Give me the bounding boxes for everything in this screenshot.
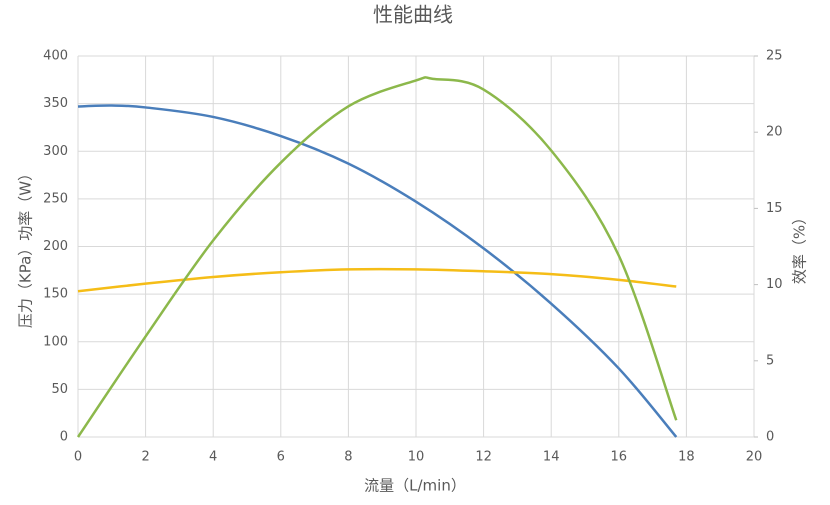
y2-tick-label: 5 xyxy=(766,353,774,368)
x-tick-label: 20 xyxy=(746,450,763,465)
x-tick-label: 10 xyxy=(408,450,425,465)
y2-tick-label: 25 xyxy=(766,49,783,64)
y-axis-title: 压力（KPa）功率（W） xyxy=(17,166,35,328)
y-tick-label: 50 xyxy=(51,382,68,397)
y2-tick-label: 10 xyxy=(766,277,783,292)
x-axis-title: 流量（L/min） xyxy=(364,477,466,495)
y2-tick-label: 15 xyxy=(766,201,783,216)
line-series xyxy=(77,267,677,293)
y-tick-label: 150 xyxy=(43,287,68,302)
x-tick-label: 6 xyxy=(277,450,285,465)
line-series xyxy=(76,76,678,438)
y2-tick-label: 20 xyxy=(766,125,783,140)
line-series xyxy=(77,104,678,438)
y-tick-label: 200 xyxy=(43,239,68,254)
y2-axis-title: 效率（%） xyxy=(791,210,809,284)
x-tick-label: 16 xyxy=(611,450,628,465)
y-tick-label: 300 xyxy=(43,144,68,159)
x-tick-label: 0 xyxy=(74,450,82,465)
x-tick-label: 2 xyxy=(141,450,149,465)
y2-tick-label: 0 xyxy=(766,430,774,445)
y-tick-label: 0 xyxy=(60,430,68,445)
y-tick-label: 350 xyxy=(43,96,68,111)
x-tick-label: 18 xyxy=(678,450,695,465)
chart-title: 性能曲线 xyxy=(373,3,453,27)
y-tick-label: 400 xyxy=(43,49,68,64)
x-tick-label: 14 xyxy=(543,450,560,465)
x-tick-label: 8 xyxy=(344,450,352,465)
x-tick-label: 4 xyxy=(209,450,217,465)
y-tick-label: 250 xyxy=(43,191,68,206)
y-tick-label: 100 xyxy=(43,334,68,349)
x-tick-label: 12 xyxy=(475,450,492,465)
